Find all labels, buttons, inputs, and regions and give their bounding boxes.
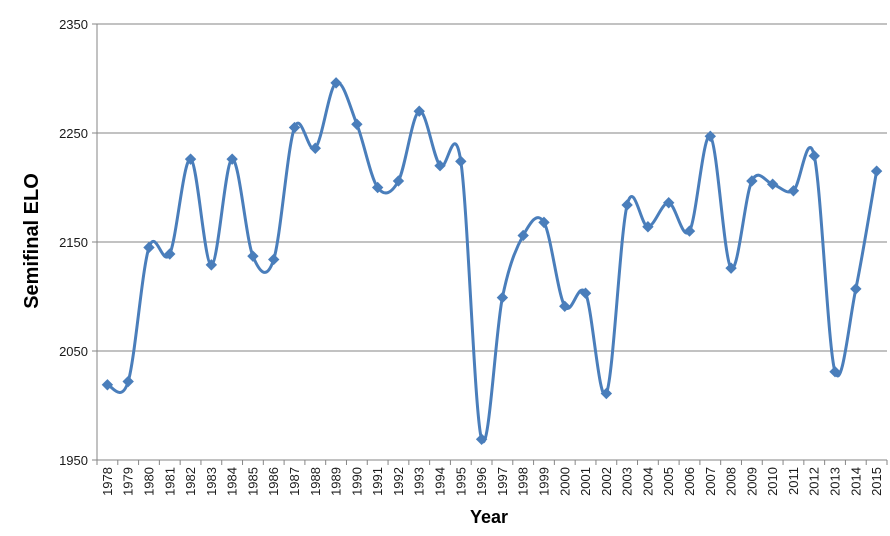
data-point-1981 <box>164 248 176 260</box>
data-point-2014 <box>850 283 862 295</box>
data-point-1978 <box>101 379 114 391</box>
y-tick-labels: 1950 2050 2150 2250 2350 <box>59 17 88 468</box>
x-tick-label: 1985 <box>245 467 260 496</box>
x-tick-label: 1984 <box>225 467 240 496</box>
x-tick-label: 2015 <box>869 467 884 496</box>
y-tick-label: 2150 <box>59 235 88 250</box>
data-point-1993 <box>413 105 425 117</box>
x-tick-label: 1979 <box>121 467 136 496</box>
series-elo <box>101 77 883 445</box>
x-tick-label: 2006 <box>682 467 697 496</box>
data-point-2001 <box>579 287 592 299</box>
data-point-2006 <box>683 225 696 237</box>
data-point-1980 <box>143 241 155 254</box>
x-tick-label: 2013 <box>828 467 843 496</box>
data-point-1979 <box>122 375 134 388</box>
data-point-2007 <box>704 130 716 142</box>
y-axis-title: Semifinal ELO <box>21 173 43 309</box>
data-point-1994 <box>434 159 446 172</box>
x-tick-label: 1994 <box>433 467 448 496</box>
x-tick-label: 1983 <box>204 467 219 496</box>
data-point-2000 <box>559 300 571 313</box>
x-tick-label: 2014 <box>848 467 863 496</box>
x-tick-label: 1989 <box>329 467 344 496</box>
x-tick-label: 2009 <box>744 467 759 496</box>
x-tick-label: 2002 <box>599 467 614 496</box>
x-tick-label: 2007 <box>703 467 718 496</box>
x-tick-label: 1993 <box>412 467 427 496</box>
data-point-1999 <box>538 216 550 229</box>
data-point-1991 <box>371 181 384 194</box>
data-point-2012 <box>808 150 820 162</box>
data-point-2013 <box>829 366 841 378</box>
x-tick-label: 1978 <box>100 467 115 496</box>
y-tick-label: 2050 <box>59 344 88 359</box>
data-point-1986 <box>268 253 280 266</box>
x-tick-label: 2011 <box>786 467 801 495</box>
axes <box>92 23 888 465</box>
x-tick-label: 1987 <box>287 467 302 496</box>
data-point-2010 <box>766 178 779 190</box>
data-point-1995 <box>455 155 467 168</box>
data-point-1985 <box>247 250 259 262</box>
data-point-2008 <box>725 262 737 274</box>
x-tick-labels: 1978 1979 1980 1981 1982 1983 1984 1985 1986 1987… <box>100 467 884 496</box>
data-point-1988 <box>309 142 321 154</box>
x-tick-label: 1990 <box>349 467 364 496</box>
x-tick-label: 1995 <box>453 467 468 496</box>
x-tick-label: 1997 <box>495 467 510 496</box>
data-point-1996 <box>475 433 488 445</box>
x-tick-label: 2012 <box>807 467 822 496</box>
data-point-2002 <box>600 387 613 400</box>
x-tick-label: 2010 <box>765 467 780 496</box>
x-tick-label: 1986 <box>266 467 281 496</box>
data-point-2011 <box>787 185 800 197</box>
data-point-2005 <box>663 197 675 209</box>
x-tick-label: 1991 <box>370 467 385 496</box>
x-tick-label: 2008 <box>724 467 739 496</box>
x-tick-label: 2003 <box>620 467 635 496</box>
data-point-1982 <box>184 153 197 165</box>
data-point-1983 <box>205 259 218 271</box>
data-point-2003 <box>621 199 633 211</box>
y-tick-label: 2350 <box>59 17 88 32</box>
x-tick-label: 1980 <box>141 467 156 496</box>
x-tick-label: 2001 <box>578 467 593 496</box>
data-point-1990 <box>351 118 363 130</box>
data-point-1997 <box>496 291 509 304</box>
y-tick-label: 2250 <box>59 126 88 141</box>
x-tick-label: 1981 <box>162 467 177 496</box>
x-tick-label: 2005 <box>661 467 676 496</box>
data-point-1998 <box>517 229 529 242</box>
x-axis-title: Year <box>470 507 508 527</box>
x-tick-label: 1999 <box>536 467 551 496</box>
data-point-2004 <box>642 221 654 233</box>
data-point-1987 <box>288 121 301 134</box>
x-tick-label: 1982 <box>183 467 198 496</box>
x-tick-label: 1996 <box>474 467 489 496</box>
data-point-2015 <box>870 165 883 177</box>
y-tick-label: 1950 <box>59 453 88 468</box>
data-point-1984 <box>226 153 238 165</box>
series-line <box>105 81 879 444</box>
x-tick-label: 1992 <box>391 467 406 496</box>
x-tick-label: 2004 <box>640 467 655 496</box>
x-tick-label: 2000 <box>557 467 572 496</box>
data-point-2009 <box>746 175 758 187</box>
x-tick-label: 1988 <box>308 467 323 496</box>
x-tick-label: 1998 <box>516 467 531 496</box>
data-point-1989 <box>330 77 342 89</box>
data-point-1992 <box>392 175 405 187</box>
